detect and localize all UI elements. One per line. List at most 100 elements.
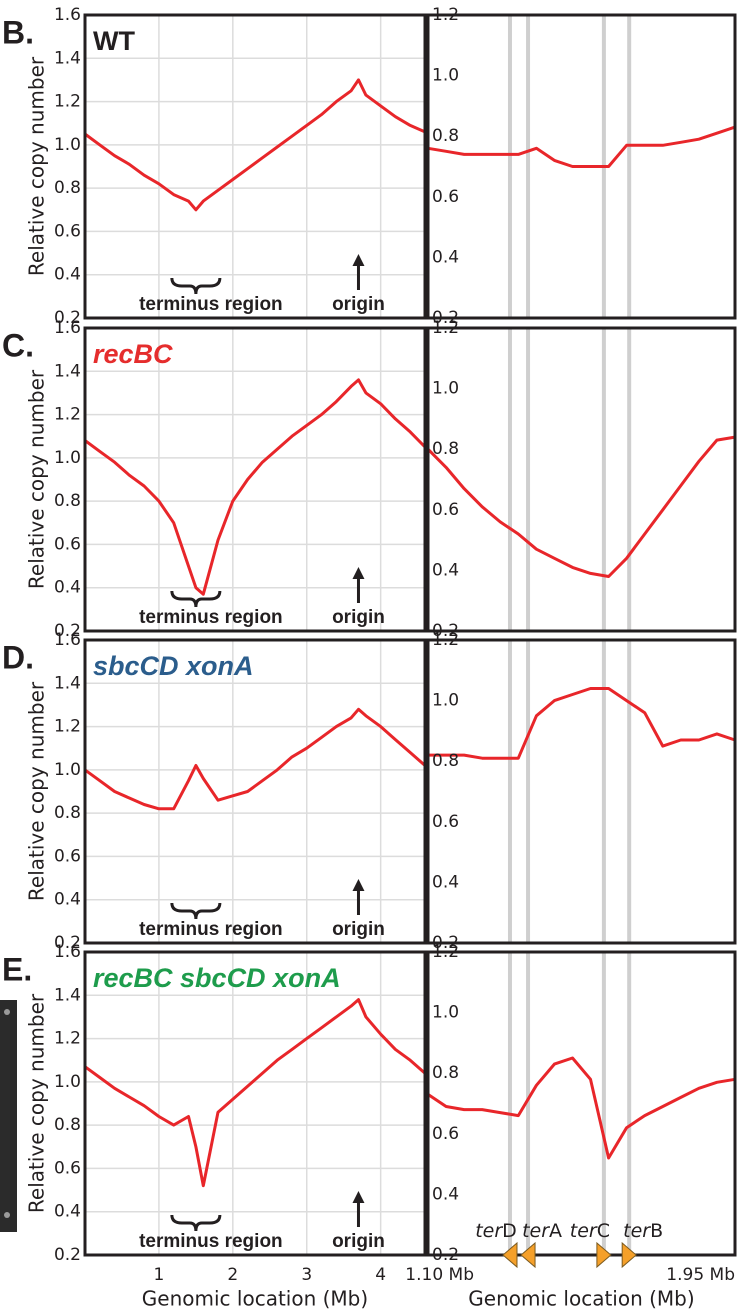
y-tick-label: 0.2 — [432, 1245, 459, 1265]
y-tick-label: 0.8 — [432, 439, 459, 459]
y-tick-label: 1.0 — [432, 379, 459, 399]
origin-arrow-head — [352, 567, 365, 579]
y-tick-label: 0.4 — [54, 890, 81, 910]
panel-label: B. — [2, 14, 34, 50]
terminus-brace — [170, 902, 222, 920]
y-tick-label: 0.6 — [54, 534, 81, 554]
annotation: origin — [332, 607, 385, 628]
terminus-brace — [170, 277, 222, 295]
y-tick-label: 0.4 — [432, 872, 459, 892]
y-tick-label: 0.2 — [54, 621, 81, 641]
y-tick-label: 0.6 — [54, 221, 81, 241]
panel-title: recBC — [93, 339, 173, 369]
y-tick-label: 1.0 — [54, 448, 81, 468]
copy-number-line — [84, 78, 426, 212]
panel-label: C. — [2, 327, 34, 363]
copy-number-line — [84, 707, 426, 811]
origin-arrow-head — [352, 254, 365, 266]
panel-label: E. — [2, 951, 32, 987]
y-tick-label: 1.6 — [54, 630, 81, 650]
ter-site-name: C — [597, 1220, 610, 1242]
y-tick-label: 0.4 — [54, 1202, 81, 1222]
annotation: terminus region — [139, 1231, 283, 1252]
ter-site-prefix: ter — [522, 1220, 550, 1242]
plot-frame — [426, 326, 737, 633]
y-tick-label: 1.4 — [54, 985, 81, 1005]
y-tick-label: 0.6 — [432, 1124, 459, 1144]
y-tick-label: 0.8 — [432, 126, 459, 146]
y-tick-label: 1.2 — [432, 630, 459, 650]
y-axis-label: Relative copy number — [25, 56, 49, 276]
x-tick-label: 3 — [301, 1265, 312, 1285]
y-tick-label: 1.2 — [54, 92, 81, 112]
plot-frame — [83, 326, 427, 633]
y-tick-label: 1.2 — [432, 942, 459, 962]
x-tick-label: 1 — [153, 1265, 164, 1285]
y-tick-label: 0.8 — [54, 1115, 81, 1135]
y-axis-label: Relative copy number — [25, 993, 49, 1213]
x-axis-label: Genomic location (Mb) — [468, 1287, 694, 1311]
y-tick-label: 1.0 — [432, 66, 459, 86]
origin-arrow-head — [352, 1191, 365, 1203]
copy-number-line — [426, 435, 736, 578]
annotation: origin — [332, 294, 385, 315]
ter-site-prefix: ter — [623, 1220, 651, 1242]
y-tick-label: 0.6 — [54, 846, 81, 866]
y-tick-label: 1.6 — [54, 5, 81, 25]
y-tick-label: 1.0 — [432, 691, 459, 711]
plot-frame — [426, 950, 737, 1257]
annotation: origin — [332, 919, 385, 940]
plot-frame — [83, 13, 427, 320]
annotation: terminus region — [139, 294, 283, 315]
x-axis-label: Genomic location (Mb) — [142, 1287, 368, 1311]
gel-fragment — [0, 1000, 17, 1232]
y-tick-label: 0.4 — [432, 1184, 459, 1204]
y-tick-label: 1.4 — [54, 48, 81, 68]
y-tick-label: 0.2 — [432, 933, 459, 953]
ter-site-label: terD — [475, 1220, 517, 1242]
annotation: origin — [332, 1231, 385, 1252]
plot-frame — [426, 638, 737, 945]
annotation: terminus region — [139, 919, 283, 940]
copy-number-line — [427, 125, 736, 168]
y-tick-label: 1.4 — [54, 673, 81, 693]
y-tick-label: 0.4 — [54, 265, 81, 285]
ter-site-arrow — [502, 1241, 518, 1269]
ter-site-arrow — [621, 1241, 637, 1269]
y-tick-label: 0.2 — [54, 1245, 81, 1265]
y-tick-label: 1.0 — [54, 135, 81, 155]
gel-band — [4, 1009, 10, 1015]
y-tick-label: 1.0 — [54, 1072, 81, 1092]
y-tick-label: 1.2 — [432, 318, 459, 338]
y-tick-label: 1.4 — [54, 361, 81, 381]
panel-title: sbcCD xonA — [93, 651, 254, 681]
panel-label: D. — [2, 639, 34, 675]
y-axis-label: Relative copy number — [25, 681, 49, 901]
y-tick-label: 1.0 — [54, 760, 81, 780]
ter-site-arrow — [596, 1241, 612, 1269]
y-tick-label: 0.8 — [432, 751, 459, 771]
y-tick-label: 0.6 — [432, 812, 459, 832]
panel-title: recBC sbcCD xonA — [93, 963, 341, 993]
annotation: terminus region — [139, 607, 283, 628]
y-axis-label: Relative copy number — [25, 369, 49, 589]
terminus-brace — [170, 1214, 222, 1232]
y-tick-label: 0.8 — [54, 178, 81, 198]
origin-arrow-head — [352, 879, 365, 891]
y-tick-label: 1.2 — [54, 1029, 81, 1049]
x-tick-label: 1.10 Mb — [405, 1265, 474, 1285]
y-tick-label: 0.4 — [432, 247, 459, 267]
y-tick-label: 0.4 — [432, 560, 459, 580]
x-tick-label: 4 — [375, 1265, 386, 1285]
y-tick-label: 0.2 — [432, 621, 459, 641]
y-tick-label: 0.2 — [54, 933, 81, 953]
terminus-brace — [170, 590, 222, 608]
y-tick-label: 0.8 — [432, 1063, 459, 1083]
ter-site-name: B — [650, 1220, 663, 1242]
panel-title: WT — [93, 26, 135, 56]
y-tick-label: 0.2 — [432, 308, 459, 328]
y-tick-label: 0.2 — [54, 308, 81, 328]
ter-site-prefix: ter — [475, 1220, 503, 1242]
ter-site-label: terA — [522, 1220, 562, 1242]
ter-site-label: terB — [623, 1220, 663, 1242]
